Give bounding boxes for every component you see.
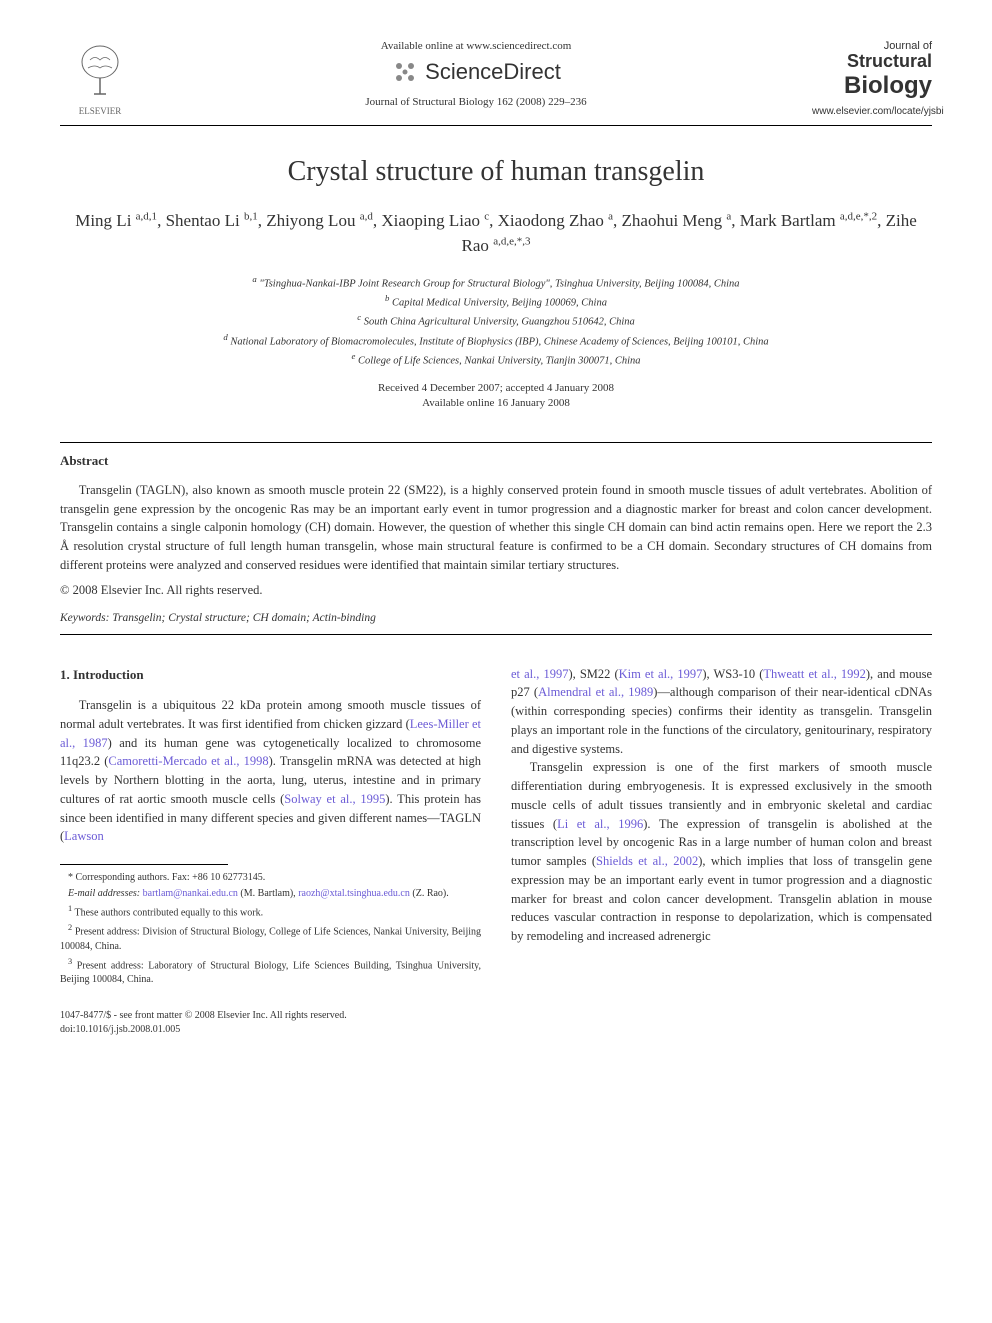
body-columns: 1. Introduction Transgelin is a ubiquito… (60, 665, 932, 1037)
sciencedirect-text: ScienceDirect (425, 59, 561, 85)
abstract-heading: Abstract (60, 453, 932, 469)
email-link-1[interactable]: bartlam@nankai.edu.cn (143, 888, 238, 899)
center-header: Available online at www.sciencedirect.co… (140, 40, 812, 108)
affiliation-b: b Capital Medical University, Beijing 10… (60, 292, 932, 311)
left-column: 1. Introduction Transgelin is a ubiquito… (60, 665, 481, 1037)
affiliation-e: e College of Life Sciences, Nankai Unive… (60, 350, 932, 369)
abstract-copyright: © 2008 Elsevier Inc. All rights reserved… (60, 583, 932, 598)
sciencedirect-logo: ScienceDirect (140, 58, 812, 86)
affiliations: a "Tsinghua-Nankai-IBP Joint Research Gr… (60, 273, 932, 369)
abstract-text: Transgelin (TAGLN), also known as smooth… (60, 481, 932, 575)
received-accepted-date: Received 4 December 2007; accepted 4 Jan… (60, 381, 932, 396)
elsevier-logo: ELSEVIER (60, 40, 140, 116)
introduction-heading: 1. Introduction (60, 665, 481, 685)
page-header: ELSEVIER Available online at www.science… (60, 40, 932, 117)
affiliation-d: d National Laboratory of Biomacromolecul… (60, 331, 932, 350)
right-column: et al., 1997), SM22 (Kim et al., 1997), … (511, 665, 932, 1037)
journal-biology-label: Biology (812, 72, 932, 100)
affiliation-c: c South China Agricultural University, G… (60, 311, 932, 330)
footer-doi: doi:10.1016/j.jsb.2008.01.005 (60, 1023, 481, 1037)
sciencedirect-icon (391, 58, 419, 86)
footer-copyright: 1047-8477/$ - see front matter © 2008 El… (60, 1009, 481, 1023)
available-online-text: Available online at www.sciencedirect.co… (140, 40, 812, 52)
footer: 1047-8477/$ - see front matter © 2008 El… (60, 1009, 481, 1037)
abstract-bottom-divider (60, 634, 932, 635)
footnote-3: 3 Present address: Laboratory of Structu… (60, 956, 481, 987)
keywords: Keywords: Transgelin; Crystal structure;… (60, 612, 932, 624)
footnotes: * Corresponding authors. Fax: +86 10 627… (60, 871, 481, 987)
header-divider (60, 125, 932, 126)
affiliation-a: a "Tsinghua-Nankai-IBP Joint Research Gr… (60, 273, 932, 292)
footnote-emails: E-mail addresses: bartlam@nankai.edu.cn … (60, 887, 481, 901)
journal-logo: Journal of Structural Biology www.elsevi… (812, 40, 932, 117)
keywords-label: Keywords: (60, 612, 109, 624)
footnote-1: 1 These authors contributed equally to t… (60, 903, 481, 920)
journal-reference: Journal of Structural Biology 162 (2008)… (140, 96, 812, 108)
journal-structural-label: Structural (812, 52, 932, 72)
elsevier-label: ELSEVIER (60, 106, 140, 116)
intro-paragraph-right-2: Transgelin expression is one of the firs… (511, 758, 932, 946)
article-title: Crystal structure of human transgelin (60, 156, 932, 188)
keywords-values: Transgelin; Crystal structure; CH domain… (112, 612, 376, 624)
intro-paragraph-left: Transgelin is a ubiquitous 22 kDa protei… (60, 696, 481, 846)
footnote-divider (60, 864, 228, 865)
abstract-top-divider (60, 442, 932, 443)
available-online-date: Available online 16 January 2008 (60, 396, 932, 411)
footnote-2: 2 Present address: Division of Structura… (60, 922, 481, 953)
intro-paragraph-right-1: et al., 1997), SM22 (Kim et al., 1997), … (511, 665, 932, 759)
email-link-2[interactable]: raozh@xtal.tsinghua.edu.cn (298, 888, 410, 899)
journal-url: www.elsevier.com/locate/yjsbi (812, 106, 932, 117)
authors-list: Ming Li a,d,1, Shentao Li b,1, Zhiyong L… (60, 208, 932, 259)
footnote-corresponding: * Corresponding authors. Fax: +86 10 627… (60, 871, 481, 885)
article-dates: Received 4 December 2007; accepted 4 Jan… (60, 381, 932, 412)
elsevier-tree-icon (70, 40, 130, 100)
